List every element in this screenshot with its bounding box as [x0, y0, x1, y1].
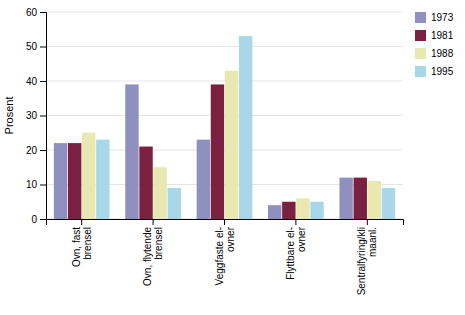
- bar: [96, 140, 109, 219]
- grid-line: [46, 46, 403, 47]
- y-tick: 50: [26, 41, 46, 52]
- grid-line: [46, 81, 403, 82]
- legend-label: 1973: [431, 12, 454, 23]
- y-tick: 0: [31, 214, 46, 225]
- bar: [339, 178, 352, 219]
- grid-line: [46, 115, 403, 116]
- x-tick: Ovn, fastbrensel: [71, 219, 93, 267]
- series: [82, 71, 381, 219]
- y-tick-label: 60: [26, 7, 38, 18]
- x-tick-mark: [81, 219, 82, 225]
- x-tick: Veggfaste el-ovner: [214, 219, 236, 285]
- legend-item: 1981: [415, 30, 454, 41]
- bar: [354, 178, 367, 219]
- x-tick-label: Flyttbare el-ovner: [285, 226, 307, 279]
- bar: [54, 143, 67, 219]
- x-tick: Sentralfyring/klimaanl.: [356, 219, 378, 295]
- x-tick-label: Ovn, flytendebrensel: [142, 227, 164, 286]
- legend-swatch: [415, 48, 426, 59]
- legend-swatch: [415, 12, 426, 23]
- bars: [54, 36, 395, 219]
- legend-label: 1988: [431, 48, 454, 59]
- bar: [310, 202, 323, 219]
- x-tick-mark: [295, 219, 296, 225]
- legend-item: 1988: [415, 48, 454, 59]
- y-tick: 60: [26, 7, 46, 18]
- y-axis-line: [40, 13, 47, 220]
- bar: [282, 202, 295, 219]
- bar: [211, 84, 224, 219]
- bar: [197, 140, 210, 219]
- series: [96, 36, 395, 219]
- y-tick-mark: [40, 12, 46, 13]
- bar: [225, 71, 238, 219]
- legend-swatch: [415, 66, 426, 77]
- y-axis-title: Prosent: [3, 97, 15, 135]
- y-tick-mark: [40, 116, 46, 117]
- x-tick-mark: [224, 219, 225, 225]
- x-tick: Flyttbare el-ovner: [285, 219, 307, 280]
- y-tick: 10: [26, 179, 46, 190]
- y-tick-label: 50: [26, 41, 38, 52]
- bar: [382, 188, 395, 219]
- legend-label: 1995: [431, 66, 454, 77]
- bar: [168, 188, 181, 219]
- bar: [268, 205, 281, 219]
- y-tick-mark: [40, 81, 46, 82]
- y-tick-label: 40: [26, 76, 38, 87]
- y-tick: 40: [26, 76, 46, 87]
- y-tick: 30: [26, 110, 46, 121]
- series: [54, 84, 353, 219]
- bar: [239, 36, 252, 219]
- legend: 1973 1981 1988 1995: [415, 12, 454, 77]
- plot: 0 10 20 30 40 50 60 Ovn, fastbrensel Ovn, flyten…: [26, 7, 404, 296]
- legend-item: 1995: [415, 66, 454, 77]
- y-tick-label: 30: [26, 110, 38, 121]
- bar: [125, 84, 138, 219]
- chart: 0 10 20 30 40 50 60 Ovn, fastbrensel Ovn, flyten…: [0, 0, 465, 315]
- x-axis-line: [47, 220, 404, 226]
- grid: [46, 12, 403, 219]
- x-tick-label: Sentralfyring/klimaanl.: [356, 227, 378, 295]
- bar: [153, 167, 166, 219]
- bar: [139, 147, 152, 219]
- bar: [368, 181, 381, 219]
- legend-item: 1973: [415, 12, 454, 23]
- legend-label: 1981: [431, 30, 454, 41]
- bar: [82, 133, 95, 219]
- y-tick-mark: [40, 219, 46, 220]
- x-axis: Ovn, fastbrensel Ovn, flytendebrensel Vegg…: [47, 219, 404, 295]
- y-tick-label: 20: [26, 145, 38, 156]
- bar: [68, 143, 81, 219]
- y-tick-label: 10: [26, 179, 38, 190]
- x-tick-label: Veggfaste el-ovner: [214, 226, 236, 285]
- y-tick-mark: [40, 47, 46, 48]
- y-tick-mark: [40, 185, 46, 186]
- legend-swatch: [415, 30, 426, 41]
- grid-line: [46, 12, 403, 13]
- series: [68, 84, 367, 219]
- x-tick-mark: [367, 219, 368, 225]
- y-tick-label: 0: [31, 214, 37, 225]
- x-tick: Ovn, flytendebrensel: [142, 219, 164, 286]
- y-axis: 0 10 20 30 40 50 60: [26, 7, 47, 225]
- y-tick: 20: [26, 145, 46, 156]
- x-tick-label: Ovn, fastbrensel: [71, 227, 93, 267]
- y-tick-mark: [40, 150, 46, 151]
- x-tick-mark: [153, 219, 154, 225]
- bar: [296, 198, 309, 219]
